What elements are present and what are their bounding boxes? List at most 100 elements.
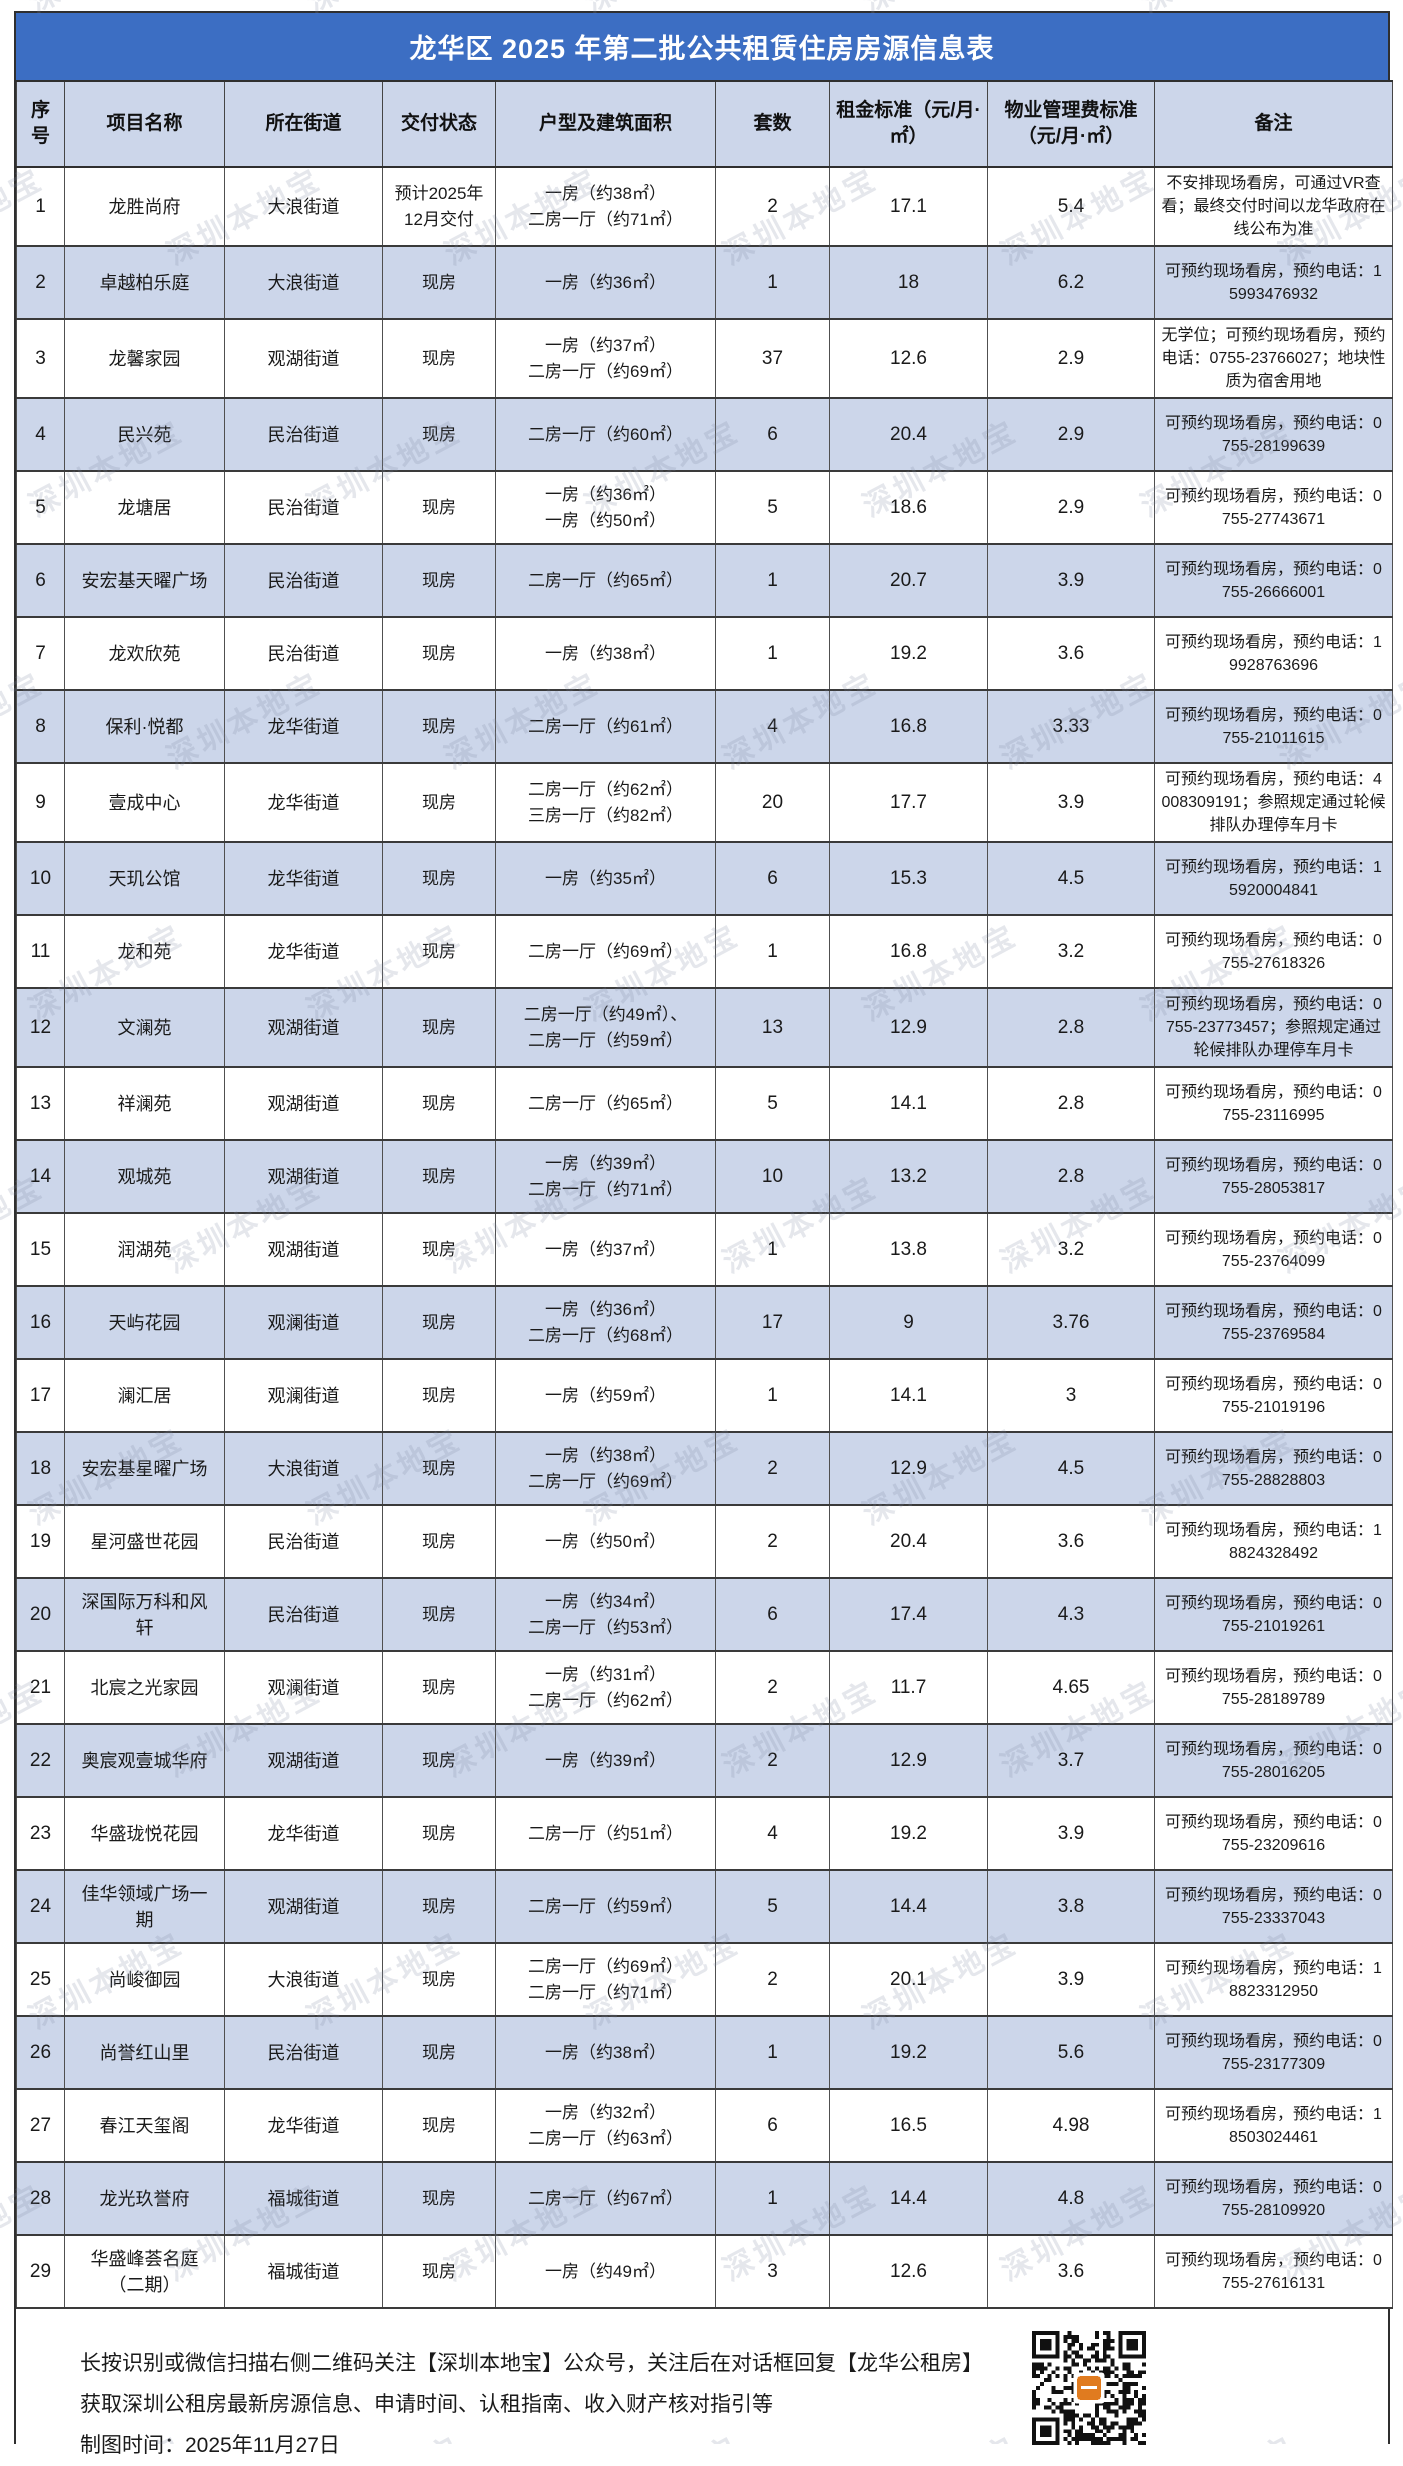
cell-status: 现房 — [382, 1212, 496, 1286]
table-row: 7 龙欢欣苑 民治街道 现房 一房（约38㎡） 1 19.2 3.6 可预约现场看房，预约电话：… — [16, 616, 1393, 690]
cell-units: 一房（约59㎡） — [495, 1358, 716, 1432]
cell-name: 天玑公馆 — [64, 841, 225, 915]
cell-fee: 3.9 — [987, 762, 1155, 842]
housing-table: 序号 项目名称 所在街道 交付状态 户型及建筑面积 套数 租金标准（元/月·㎡）… — [16, 80, 1393, 2309]
cell-rent: 20.7 — [829, 543, 988, 617]
cell-name: 佳华领域广场一期 — [64, 1869, 225, 1943]
cell-status: 现房 — [382, 2088, 496, 2162]
cell-name: 澜汇居 — [64, 1358, 225, 1432]
cell-status: 现房 — [382, 2161, 496, 2235]
cell-units: 一房（约36㎡） 二房一厅（约68㎡） — [495, 1285, 716, 1359]
cell-no: 26 — [16, 2015, 65, 2089]
cell-units: 二房一厅（约61㎡） — [495, 689, 716, 763]
cell-remark: 不安排现场看房，可通过VR查看；最终交付时间以龙华政府在线公布为准 — [1154, 166, 1393, 246]
table-row: 22 奥宸观壹城华府 观湖街道 现房 一房（约39㎡） 2 12.9 3.7 可预约现场看房，预… — [16, 1723, 1393, 1797]
cell-no: 2 — [16, 245, 65, 319]
cell-status: 现房 — [382, 397, 496, 471]
cell-rent: 19.2 — [829, 2015, 988, 2089]
cell-fee: 2.8 — [987, 987, 1155, 1067]
cell-status: 现房 — [382, 470, 496, 544]
table-header: 序号 项目名称 所在街道 交付状态 户型及建筑面积 套数 租金标准（元/月·㎡）… — [16, 80, 1393, 168]
cell-no: 24 — [16, 1869, 65, 1943]
cell-rent: 15.3 — [829, 841, 988, 915]
table-row: 1 龙胜尚府 大浪街道 预计2025年12月交付 一房（约38㎡） 二房一厅（约71㎡）… — [16, 166, 1393, 246]
cell-count: 13 — [715, 987, 830, 1067]
cell-name: 华盛珑悦花园 — [64, 1796, 225, 1870]
cell-no: 13 — [16, 1066, 65, 1140]
cell-fee: 2.9 — [987, 397, 1155, 471]
cell-units: 二房一厅（约69㎡） 二房一厅（约71㎡） — [495, 1942, 716, 2016]
footer-line-3: 制图时间：2025年11月27日 — [80, 2434, 340, 2457]
cell-fee: 3.6 — [987, 2234, 1155, 2309]
cell-units: 二房一厅（约60㎡） — [495, 397, 716, 471]
cell-street: 观湖街道 — [224, 318, 383, 398]
cell-rent: 19.2 — [829, 1796, 988, 1870]
cell-count: 6 — [715, 2088, 830, 2162]
cell-street: 龙华街道 — [224, 689, 383, 763]
cell-remark: 可预约现场看房，预约电话：0755-28053817 — [1154, 1139, 1393, 1213]
cell-fee: 2.8 — [987, 1139, 1155, 1213]
cell-rent: 20.4 — [829, 1504, 988, 1578]
cell-rent: 12.6 — [829, 318, 988, 398]
cell-name: 龙塘居 — [64, 470, 225, 544]
table-row: 3 龙馨家园 观湖街道 现房 一房（约37㎡） 二房一厅（约69㎡） 37 12.6 2.9 无… — [16, 318, 1393, 398]
cell-no: 8 — [16, 689, 65, 763]
cell-name: 安宏基星曜广场 — [64, 1431, 225, 1505]
cell-name: 天屿花园 — [64, 1285, 225, 1359]
table-body: 1 龙胜尚府 大浪街道 预计2025年12月交付 一房（约38㎡） 二房一厅（约71㎡）… — [16, 166, 1393, 2309]
cell-street: 观澜街道 — [224, 1650, 383, 1724]
cell-remark: 可预约现场看房，预约电话：18824328492 — [1154, 1504, 1393, 1578]
cell-name: 龙和苑 — [64, 914, 225, 988]
cell-remark: 可预约现场看房，预约电话：15920004841 — [1154, 841, 1393, 915]
cell-units: 一房（约38㎡） — [495, 616, 716, 690]
cell-remark: 可预约现场看房，预约电话：0755-21011615 — [1154, 689, 1393, 763]
cell-count: 3 — [715, 2234, 830, 2309]
cell-remark: 可预约现场看房，预约电话：0755-28016205 — [1154, 1723, 1393, 1797]
cell-units: 一房（约38㎡） 二房一厅（约71㎡） — [495, 166, 716, 246]
cell-remark: 可预约现场看房，预约电话：15993476932 — [1154, 245, 1393, 319]
table-row: 14 观城苑 观湖街道 现房 一房（约39㎡） 二房一厅（约71㎡） 10 13.2 2.8 可… — [16, 1139, 1393, 1213]
col-header-count: 套数 — [715, 80, 830, 168]
cell-name: 深国际万科和风轩 — [64, 1577, 225, 1651]
table-row: 29 华盛峰荟名庭（二期） 福城街道 现房 一房（约49㎡） 3 12.6 3.6 可预约现场看… — [16, 2234, 1393, 2309]
cell-status: 现房 — [382, 1796, 496, 1870]
cell-no: 1 — [16, 166, 65, 246]
table-row: 18 安宏基星曜广场 大浪街道 现房 一房（约38㎡） 二房一厅（约69㎡） 2 12.9 4… — [16, 1431, 1393, 1505]
cell-units: 二房一厅（约67㎡） — [495, 2161, 716, 2235]
cell-street: 民治街道 — [224, 1577, 383, 1651]
cell-status: 现房 — [382, 689, 496, 763]
cell-name: 尚峻御园 — [64, 1942, 225, 2016]
cell-no: 11 — [16, 914, 65, 988]
table-row: 5 龙塘居 民治街道 现房 一房（约36㎡） 一房（约50㎡） 5 18.6 2.9 可预约现场… — [16, 470, 1393, 544]
cell-rent: 14.1 — [829, 1066, 988, 1140]
cell-count: 1 — [715, 616, 830, 690]
cell-rent: 12.6 — [829, 2234, 988, 2309]
cell-street: 福城街道 — [224, 2234, 383, 2309]
cell-remark: 可预约现场看房，预约电话：0755-23177309 — [1154, 2015, 1393, 2089]
cell-street: 大浪街道 — [224, 166, 383, 246]
table-row: 23 华盛珑悦花园 龙华街道 现房 二房一厅（约51㎡） 4 19.2 3.9 可预约现场看房，… — [16, 1796, 1393, 1870]
cell-name: 祥澜苑 — [64, 1066, 225, 1140]
cell-fee: 2.8 — [987, 1066, 1155, 1140]
cell-status: 现房 — [382, 1942, 496, 2016]
cell-remark: 可预约现场看房，预约电话：4008309191；参照规定通过轮候排队办理停车月卡 — [1154, 762, 1393, 842]
table-row: 6 安宏基天曜广场 民治街道 现房 二房一厅（约65㎡） 1 20.7 3.9 可预约现场看房，… — [16, 543, 1393, 617]
col-header-name: 项目名称 — [64, 80, 225, 168]
cell-rent: 9 — [829, 1285, 988, 1359]
cell-no: 12 — [16, 987, 65, 1067]
cell-rent: 16.8 — [829, 689, 988, 763]
cell-street: 民治街道 — [224, 470, 383, 544]
cell-street: 大浪街道 — [224, 1431, 383, 1505]
cell-units: 二房一厅（约49㎡）、 二房一厅（约59㎡） — [495, 987, 716, 1067]
cell-no: 28 — [16, 2161, 65, 2235]
cell-remark: 可预约现场看房，预约电话：0755-28828803 — [1154, 1431, 1393, 1505]
cell-remark: 可预约现场看房，预约电话：0755-27616131 — [1154, 2234, 1393, 2309]
cell-name: 龙光玖誉府 — [64, 2161, 225, 2235]
table-row: 11 龙和苑 龙华街道 现房 二房一厅（约69㎡） 1 16.8 3.2 可预约现场看房，预约电… — [16, 914, 1393, 988]
cell-status: 现房 — [382, 841, 496, 915]
cell-name: 尚誉红山里 — [64, 2015, 225, 2089]
cell-count: 1 — [715, 914, 830, 988]
cell-name: 观城苑 — [64, 1139, 225, 1213]
col-header-remark: 备注 — [1154, 80, 1393, 168]
cell-status: 现房 — [382, 987, 496, 1067]
